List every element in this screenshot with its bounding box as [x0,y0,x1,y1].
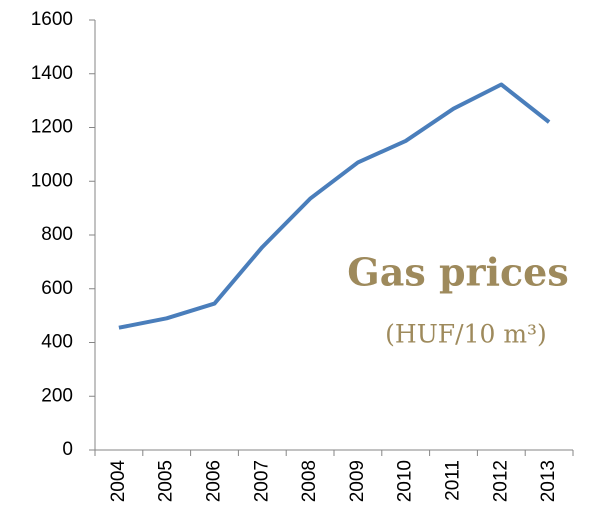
y-tick-label: 600 [41,278,73,299]
y-tick-label: 1200 [31,117,73,138]
x-tick-label: 2013 [538,460,559,502]
y-tick-label: 1600 [31,9,73,30]
x-tick-label: 2011 [443,460,464,501]
y-tick-label: 0 [62,439,73,460]
x-tick-label: 2009 [347,460,368,502]
chart-subtitle: (HUF/10 m³) [385,320,547,349]
x-tick-label: 2005 [156,460,177,502]
x-tick-label: 2008 [299,460,320,502]
data-line [118,82,551,330]
y-tick-label: 200 [41,385,73,406]
y-tick-label: 1000 [31,170,73,191]
x-tick-label: 2010 [395,460,416,502]
x-tick-label: 2004 [108,460,129,503]
x-tick-label: 2006 [204,460,225,502]
y-tick-label: 400 [41,332,73,353]
y-tick-label: 1400 [31,63,73,84]
chart-title: Gas prices [347,250,568,295]
x-tick-label: 2012 [490,460,511,502]
x-tick-label: 2007 [251,460,272,502]
y-tick-label: 800 [41,224,73,245]
